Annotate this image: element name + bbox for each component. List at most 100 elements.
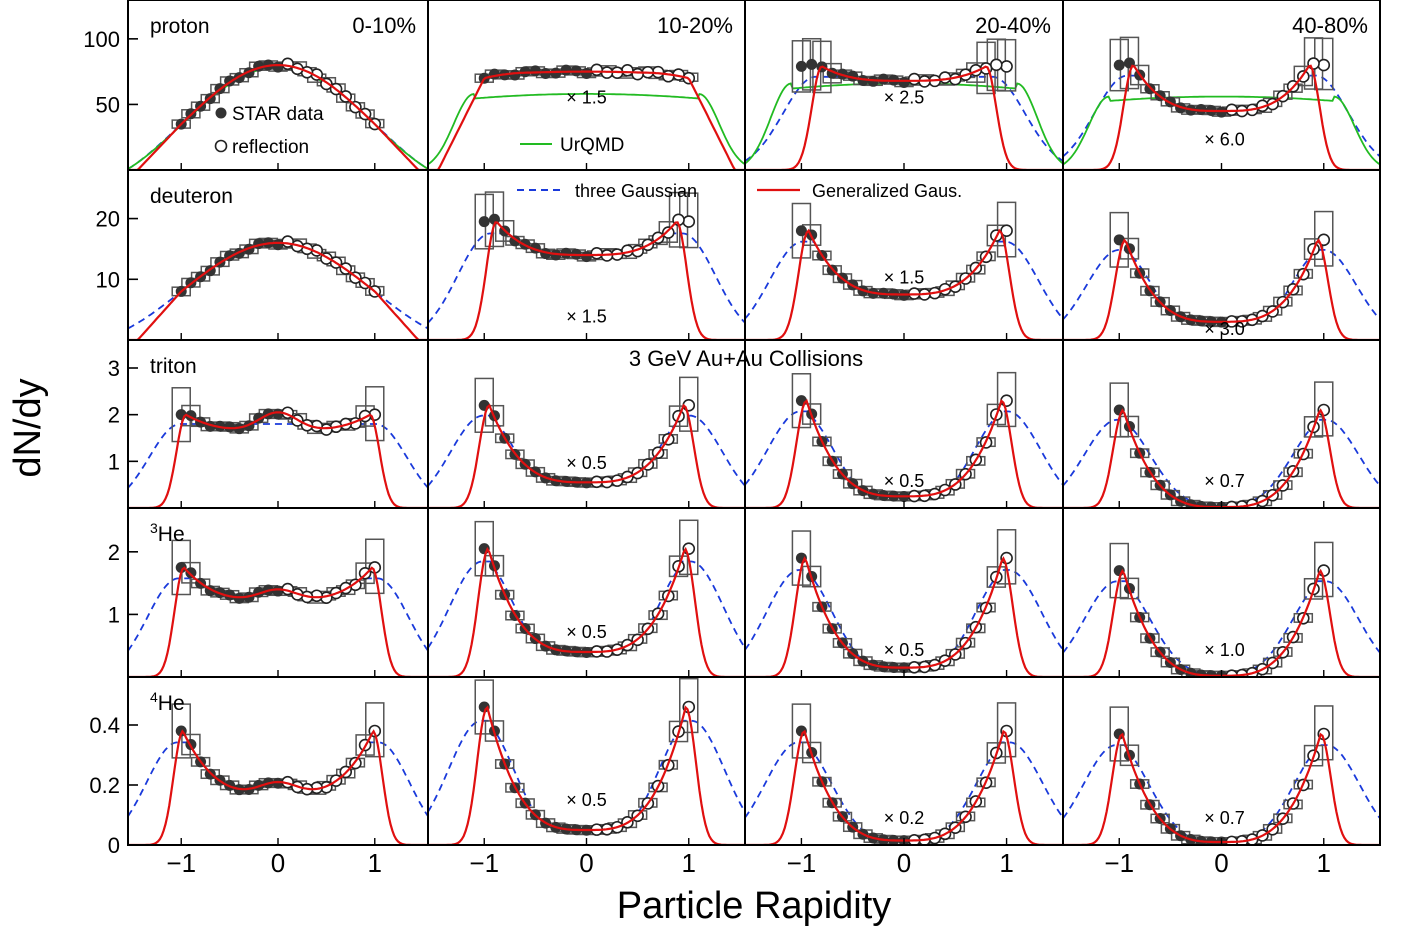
- y-tick-label-0-1: 100: [83, 27, 120, 52]
- three-gaussian-curve: [428, 414, 745, 487]
- panel-curves: [1063, 541, 1380, 677]
- panel-curves: [128, 702, 428, 845]
- row-label-text: proton: [150, 15, 210, 38]
- panel-0-1: [427, 0, 746, 171]
- sys-box: [679, 376, 699, 432]
- panel-curves: [745, 529, 1063, 677]
- star-data-point: [1216, 106, 1227, 118]
- panel-curves: [1063, 705, 1380, 845]
- star-data-point: [233, 592, 245, 604]
- x-tick-label: −1: [1104, 848, 1134, 878]
- reflection-point: [281, 57, 294, 71]
- panel-1-3: [1062, 169, 1381, 341]
- star-data-point: [1113, 59, 1125, 71]
- sys-box: [494, 219, 515, 242]
- three-gaussian-curve: [128, 423, 428, 489]
- y-tick-label-3-1: 2: [108, 540, 120, 565]
- sys-box: [1314, 210, 1334, 267]
- generalized-gauss-curve: [128, 729, 428, 845]
- sys-box: [1129, 64, 1150, 86]
- reflection-point: [1000, 224, 1013, 238]
- star-data-point: [478, 216, 490, 228]
- legend-star-label: STAR data: [232, 104, 324, 125]
- panel-1-2: [744, 169, 1064, 341]
- scale-factor-4-1: × 0.5: [566, 790, 607, 810]
- star-data-point: [560, 64, 572, 76]
- panel-curves: [1063, 36, 1380, 170]
- sys-box: [365, 702, 385, 758]
- sys-box: [181, 733, 201, 756]
- sys-box: [1303, 416, 1324, 438]
- panel-curves: [428, 677, 745, 845]
- sys-box: [679, 677, 699, 734]
- scale-factor-4-2: × 0.2: [884, 808, 925, 828]
- sys-box: [1303, 577, 1324, 600]
- x-tick-label: 0: [1214, 848, 1228, 878]
- star-data-point: [509, 69, 521, 81]
- x-tick-label: 1: [368, 848, 382, 878]
- x-tick-label: −1: [787, 848, 817, 878]
- generalized-gauss-curve: [428, 546, 745, 677]
- sys-box: [986, 742, 1007, 764]
- star-data-point: [795, 225, 807, 237]
- reflection-point: [281, 235, 294, 248]
- y-tick-label-0-0: 50: [96, 92, 120, 117]
- y-tick-label-3-0: 1: [108, 602, 120, 627]
- sys-box: [474, 520, 494, 577]
- scale-factor-3-1: × 0.5: [566, 622, 607, 642]
- centrality-label: 20-40%: [975, 13, 1051, 38]
- generalized-gauss-curve: [128, 63, 428, 170]
- sys-box: [1119, 577, 1140, 600]
- legend-urqmd-label: UrQMD: [560, 135, 624, 156]
- panel-4-1: [427, 676, 746, 846]
- star-data-point: [488, 68, 500, 80]
- row-label-text: He: [158, 523, 185, 546]
- row-label-3: 3He: [150, 520, 185, 546]
- reflection-point: [590, 247, 604, 260]
- row-label-4: 4He: [150, 689, 185, 715]
- sys-box: [1314, 541, 1334, 598]
- panel-curves: [428, 63, 745, 170]
- sys-box: [986, 403, 1007, 426]
- scale-factor-2-3: × 0.7: [1204, 471, 1245, 491]
- generalized-gauss-curve: [1063, 64, 1380, 170]
- legend-gen-label: Generalized Gaus.: [812, 181, 962, 201]
- sys-box: [1109, 211, 1129, 268]
- panel-4-3: [1062, 676, 1381, 846]
- panel-curves: [745, 37, 1063, 170]
- sys-box: [986, 566, 1007, 588]
- sys-box: [791, 703, 812, 759]
- star-data-point: [806, 58, 818, 70]
- panel-curves: [1063, 381, 1380, 508]
- three-gaussian-curve: [428, 232, 745, 324]
- sys-box: [668, 555, 689, 578]
- sys-box: [801, 741, 822, 764]
- sys-box: [171, 703, 191, 759]
- row-label-sup: 3: [150, 520, 158, 536]
- scale-factor-1-3: × 3.0: [1204, 319, 1245, 339]
- panel-3-3: [1062, 507, 1381, 678]
- generalized-gauss-curve: [128, 411, 428, 508]
- sys-box: [1303, 744, 1324, 767]
- generalized-gauss-curve: [745, 399, 1063, 508]
- scale-factor-0-1: × 1.5: [566, 88, 607, 108]
- sys-box: [1109, 542, 1129, 599]
- three-gaussian-curve: [1063, 744, 1380, 843]
- sys-box: [1314, 381, 1334, 437]
- panel-curves: [745, 201, 1063, 340]
- star-data-point: [272, 585, 284, 597]
- sys-box: [791, 530, 812, 586]
- panel-curves: [745, 371, 1063, 508]
- generalized-gauss-curve: [428, 221, 745, 340]
- sys-box: [1109, 382, 1129, 438]
- panel-2-0: [127, 339, 429, 509]
- generalized-gauss-curve: [128, 566, 428, 677]
- reflection-point: [631, 67, 644, 81]
- panel-curves: [128, 538, 428, 677]
- x-tick-label: 0: [897, 848, 911, 878]
- generalized-gauss-curve: [745, 65, 1063, 170]
- star-data-point: [272, 777, 284, 789]
- y-tick-label-2-1: 2: [108, 403, 120, 428]
- star-data-point: [581, 68, 592, 80]
